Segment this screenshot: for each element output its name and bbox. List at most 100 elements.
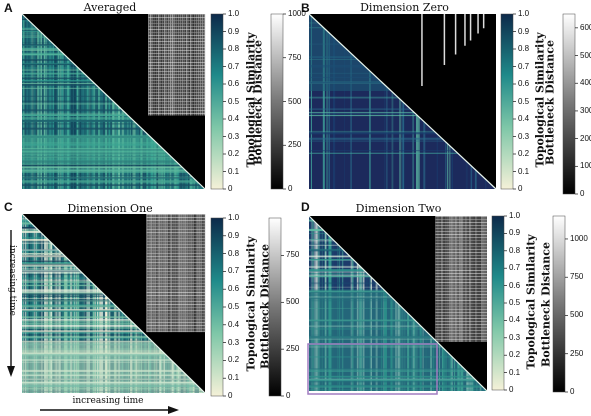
bottleneck-row [148, 62, 205, 63]
bottleneck-stripe [146, 214, 148, 333]
similarity-stripe [108, 214, 111, 393]
bottleneck-row [146, 277, 205, 278]
similarity-stripe [44, 214, 47, 393]
bottleneck-row [435, 330, 487, 331]
colorbar-tick-label: 0.5 [228, 302, 240, 311]
colorbar-tick-label: 0 [288, 184, 293, 193]
colorbar-tick-label: 500 [286, 297, 300, 307]
bottleneck-row [146, 280, 205, 281]
similarity-row [22, 319, 205, 322]
bottleneck-stripe [190, 14, 192, 116]
similarity-row [22, 166, 205, 169]
bottleneck-stripe [162, 214, 164, 333]
bottleneck-stripe [192, 214, 194, 333]
colorbar-tick-label: 0.3 [228, 337, 240, 347]
bottleneck-stripe [164, 14, 166, 116]
bottleneck-row [435, 249, 487, 250]
colorbar-tick-label: 1000 [570, 233, 588, 243]
colorbar-tick-label: 0 [509, 385, 514, 394]
bottleneck-row [146, 274, 205, 275]
bottleneck-row [148, 74, 205, 75]
bottleneck-row [146, 262, 205, 263]
panel-letter-b: B [301, 1, 310, 15]
bottleneck-stripe [148, 214, 150, 333]
similarity-stripe [343, 14, 346, 189]
similarity-stripe [310, 14, 312, 189]
bottleneck-row [435, 306, 487, 307]
colorbar-tick-label: 0.9 [518, 26, 530, 36]
similarity-stripe [86, 214, 88, 393]
similarity-stripe [95, 14, 98, 189]
bottleneck-row [146, 256, 205, 257]
bottleneck-row [146, 247, 205, 248]
colorbar-tick-label: 500 [288, 96, 302, 106]
similarity-stripe [93, 14, 96, 189]
bottleneck-row [148, 35, 205, 36]
bottleneck-row [146, 322, 205, 323]
similarity-row [22, 184, 205, 186]
bottleneck-row [435, 297, 487, 298]
bottleneck-row [435, 222, 487, 223]
bottleneck-row [435, 240, 487, 241]
similarity-row [309, 111, 496, 113]
colorbar-tick-label: 0.5 [518, 96, 530, 106]
bottleneck-row [148, 32, 205, 33]
similarity-stripe [59, 214, 61, 393]
similarity-stripe [39, 214, 42, 393]
colorbar-tick-label: 1.0 [509, 211, 521, 220]
similarity-row [309, 130, 496, 133]
similarity-row [22, 128, 205, 130]
bottleneck-stripe [196, 214, 198, 333]
bottleneck-row [148, 95, 205, 96]
similarity-stripe [102, 214, 105, 393]
similarity-stripe [333, 14, 336, 189]
bottleneck-row [148, 23, 205, 24]
similarity-row [309, 137, 496, 140]
similarity-stripe [62, 214, 64, 393]
similarity-row [22, 120, 205, 122]
bottleneck-stripe [164, 214, 166, 333]
similarity-stripe [75, 214, 77, 393]
colorbar-tick-label: 400 [580, 78, 591, 88]
similarity-stripe [77, 14, 79, 189]
bottleneck-row [435, 318, 487, 319]
similarity-stripe [104, 14, 107, 189]
diagonal-line [21, 213, 206, 394]
bottleneck-row [148, 71, 205, 72]
bottleneck-stripe [168, 214, 170, 333]
similarity-stripe [32, 14, 34, 189]
colorbar-gradient-1-1 [562, 13, 576, 195]
similarity-row [22, 340, 205, 343]
bottleneck-row [146, 232, 205, 233]
colorbar-tick-label: 200 [580, 133, 591, 143]
bottleneck-stripe [160, 214, 162, 333]
colorbar-tick-label: 1.0 [228, 213, 240, 222]
bottleneck-row [146, 229, 205, 230]
bottleneck-row [146, 217, 205, 218]
bottleneck-row [435, 219, 487, 220]
bottleneck-row [148, 113, 205, 114]
similarity-stripe [70, 214, 72, 393]
bottleneck-row [435, 228, 487, 229]
similarity-stripe [83, 214, 85, 393]
similarity-stripe [74, 214, 76, 393]
similarity-stripe [386, 14, 388, 189]
colorbar-gradient-3-0 [491, 215, 505, 391]
bottleneck-stripe [158, 14, 160, 116]
bottleneck-row [435, 243, 487, 244]
bottleneck-stripe [190, 214, 192, 333]
bottleneck-stripe [202, 214, 204, 333]
similarity-stripe [22, 214, 24, 393]
similarity-stripe [78, 14, 81, 189]
bottleneck-row [435, 279, 487, 280]
colorbar-tick-label: 0.4 [228, 319, 240, 329]
similarity-row [22, 114, 205, 116]
bottleneck-row [435, 288, 487, 289]
similarity-stripe [98, 14, 101, 189]
similarity-stripe [40, 214, 43, 393]
bottleneck-row [435, 309, 487, 310]
bottleneck-row [435, 258, 487, 259]
colorbar-tick-label: 0.8 [509, 245, 521, 255]
similarity-stripe [26, 214, 29, 393]
bottleneck-line [464, 14, 466, 46]
